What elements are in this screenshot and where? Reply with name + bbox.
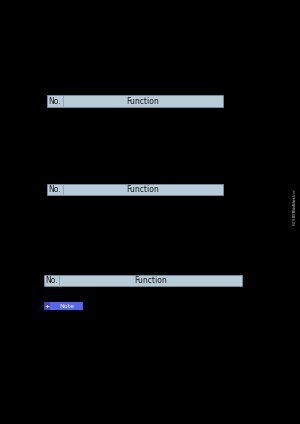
Text: B793: B793 [292, 206, 297, 217]
Text: No.: No. [48, 185, 61, 194]
Text: No.: No. [48, 97, 61, 106]
Text: +: + [44, 304, 50, 309]
Text: No.: No. [45, 276, 58, 285]
FancyBboxPatch shape [46, 95, 223, 107]
Text: B793: B793 [292, 214, 297, 225]
FancyBboxPatch shape [46, 184, 223, 195]
FancyBboxPatch shape [44, 302, 83, 310]
Text: Note: Note [59, 304, 74, 309]
Text: Function: Function [134, 276, 167, 285]
Text: Finisher: Finisher [292, 188, 297, 205]
Text: Function: Function [126, 185, 159, 194]
Text: Booklet: Booklet [292, 196, 297, 212]
FancyBboxPatch shape [44, 302, 50, 310]
Text: Function: Function [126, 97, 159, 106]
FancyBboxPatch shape [44, 275, 242, 286]
